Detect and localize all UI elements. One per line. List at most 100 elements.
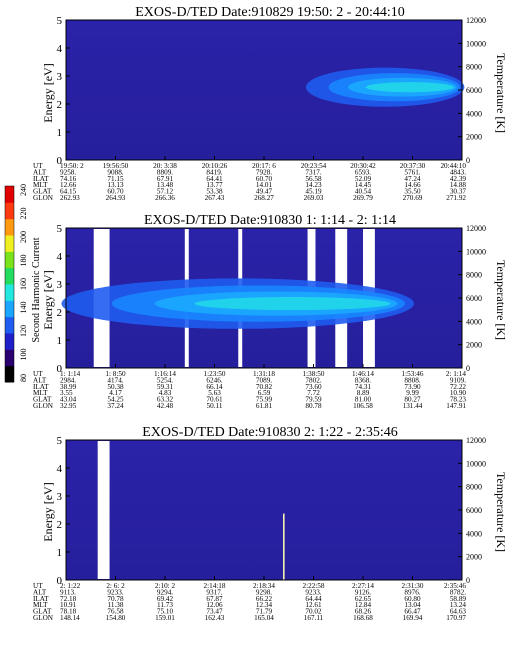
table-cell: 6.59	[258, 389, 271, 397]
table-cell: 72.22	[450, 383, 467, 391]
table-cell: 2:18:34	[253, 582, 275, 590]
table-cell: 8368.	[355, 376, 371, 384]
table-cell: 71.15	[107, 175, 124, 183]
intensity-region	[365, 82, 454, 93]
table-cell: 72.18	[60, 595, 77, 603]
table-cell: 2984.	[60, 376, 76, 384]
colorbar-cell	[5, 300, 14, 318]
table-cell: 60.70	[256, 175, 273, 183]
table-cell: 271.92	[446, 194, 466, 202]
table-cell: 9088.	[107, 168, 123, 176]
table-row-label: GLAT	[33, 608, 52, 616]
table-cell: 56.58	[305, 175, 322, 183]
table-cell: 40.54	[355, 188, 372, 196]
table-cell: 131.44	[403, 402, 423, 410]
table-cell: 58.89	[450, 595, 467, 603]
colorbar-tick-label: 220	[19, 208, 28, 220]
y-tick-label: 5	[57, 223, 63, 235]
table-cell: 8782.	[450, 588, 466, 596]
table-cell: 70.78	[107, 595, 124, 603]
colorbar-cell	[5, 202, 14, 220]
table-cell: 4174.	[107, 376, 123, 384]
colorbar-tick-label: 200	[19, 231, 28, 243]
table-cell: 4.17	[109, 389, 122, 397]
colorbar-tick-label: 100	[19, 349, 28, 361]
y-tick-label: 0	[57, 575, 63, 587]
y2-tick-label: 12000	[466, 16, 486, 25]
table-cell: 70.61	[206, 396, 223, 404]
y2-tick-label: 10000	[466, 39, 486, 48]
table-cell: 43.04	[60, 396, 77, 404]
table-cell: 13.48	[157, 181, 174, 189]
table-row-label: ALT	[33, 588, 47, 596]
table-cell: 64.41	[206, 175, 223, 183]
table-cell: 9.99	[406, 389, 419, 397]
colorbar-tick-label: 140	[19, 302, 28, 314]
table-cell: 12.34	[256, 601, 273, 609]
table-cell: 1:31:18	[253, 370, 275, 378]
table-cell: 66.47	[404, 608, 421, 616]
table-cell: 20:10:26	[202, 162, 228, 170]
y-tick-label: 4	[57, 463, 63, 475]
y2-tick-label: 0	[466, 364, 470, 373]
table-cell: 267.43	[205, 194, 225, 202]
table-cell: 268.27	[254, 194, 274, 202]
table-cell: 79.59	[305, 396, 322, 404]
y-tick-label: 2	[57, 519, 63, 531]
table-cell: 269.03	[304, 194, 324, 202]
table-cell: 9233.	[107, 588, 123, 596]
table-cell: 159.01	[155, 614, 175, 622]
table-cell: 1:38:50	[303, 370, 325, 378]
table-cell: 19:56:50	[103, 162, 129, 170]
colorbar-tick-label: 180	[19, 255, 28, 267]
table-cell: 14.88	[450, 181, 467, 189]
y2-tick-label: 12000	[466, 224, 486, 233]
table-cell: 13.13	[107, 181, 124, 189]
panel-title: EXOS-D/TED Date:910829 19:50: 2 - 20:44:…	[135, 5, 404, 20]
table-row-label: GLAT	[33, 188, 52, 196]
table-cell: 7802.	[305, 376, 321, 384]
table-cell: 69.42	[157, 595, 174, 603]
table-cell: 73.47	[206, 608, 223, 616]
table-cell: 165.04	[254, 614, 274, 622]
table-cell: 4843.	[450, 168, 466, 176]
table-cell: 8809.	[157, 168, 173, 176]
table-cell: 70.02	[305, 608, 322, 616]
y2-tick-label: 12000	[466, 436, 486, 445]
table-cell: 20: 3:38	[153, 162, 177, 170]
colorbar-tick-label: 160	[19, 278, 28, 290]
table-cell: 1: 1:14	[60, 370, 81, 378]
table-cell: 78.18	[60, 608, 77, 616]
y2-tick-label: 8000	[466, 63, 482, 72]
table-cell: 30.37	[450, 188, 467, 196]
table-cell: 66.22	[256, 595, 273, 603]
y-tick-label: 1	[57, 547, 63, 559]
colorbar: 80 100 120 140 160 180 200 220 240 Second Harmon…	[4, 184, 42, 383]
table-cell: 154.80	[106, 614, 126, 622]
table-cell: 53.38	[206, 188, 223, 196]
table-cell: 73.90	[404, 383, 421, 391]
table-cell: 7089.	[256, 376, 272, 384]
table-cell: 270.69	[403, 194, 423, 202]
colorbar-tick-label: 240	[19, 184, 28, 196]
table-cell: 50.11	[207, 402, 223, 410]
table-cell: 37.24	[107, 402, 124, 410]
table-cell: 20:30:42	[350, 162, 376, 170]
y-tick-label: 0	[57, 363, 63, 375]
table-row-label: ILAT	[33, 383, 49, 391]
table-row-label: MLT	[33, 389, 48, 397]
table-cell: 20:23:54	[301, 162, 327, 170]
colorbar-cell	[5, 349, 14, 367]
table-cell: 42.48	[157, 402, 174, 410]
table-row-label: UT	[33, 582, 43, 590]
y2-axis-label: Temperature [K]	[494, 472, 505, 552]
table-cell: 9317.	[206, 588, 222, 596]
y2-tick-label: 6000	[466, 86, 482, 95]
table-cell: 5.63	[208, 389, 221, 397]
y-tick-label: 5	[57, 435, 63, 447]
table-cell: 75.99	[256, 396, 273, 404]
table-cell: 10.91	[60, 601, 77, 609]
table-cell: 167.11	[304, 614, 324, 622]
colorbar-cell	[5, 365, 14, 383]
y-tick-label: 3	[57, 491, 63, 503]
